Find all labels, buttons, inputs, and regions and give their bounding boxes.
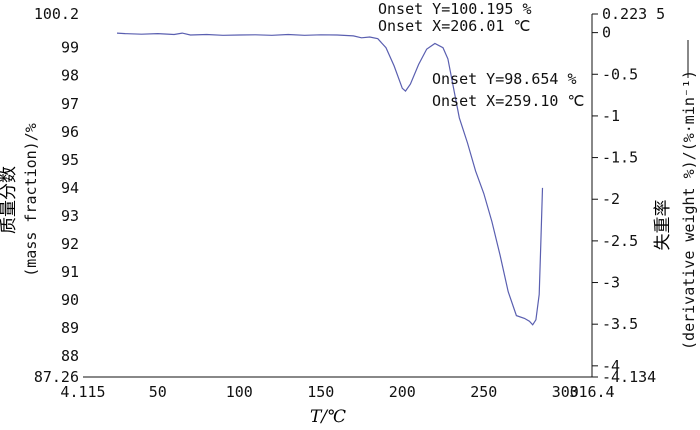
y-left-tick-label: 100.2: [34, 5, 79, 23]
axes: [83, 14, 593, 378]
y-right-tick-label: -3: [602, 274, 620, 292]
y-right-tick-label: -3.5: [602, 315, 638, 333]
annotation-1-line1: Onset Y=100.195 %: [378, 0, 532, 18]
y-right-axis-sublabel: (derivative weight %)/(%·min⁻¹): [680, 70, 698, 350]
annotation-2-line1: Onset Y=98.654 %: [432, 70, 577, 88]
y-left-tick-label: 94: [61, 179, 79, 197]
y-left-tick-label: 93: [61, 207, 79, 225]
y-left-axis-label: 质量分数: [0, 166, 19, 234]
x-tick-label: 200: [389, 383, 416, 401]
x-tick-label: 150: [307, 383, 334, 401]
y-left-tick-label: 91: [61, 263, 79, 281]
y-left-tick-label: 97: [61, 95, 79, 113]
y-left-tick-label: 88: [61, 347, 79, 365]
y-right-tick-label: -0.5: [602, 65, 638, 83]
y-right-tick-label: -1.5: [602, 149, 638, 167]
y-right-tick-label: -4: [602, 357, 620, 375]
y-right-tick-label: -2.5: [602, 232, 638, 250]
y-left-tick-label: 90: [61, 291, 79, 309]
y-right-tick-label: -4.134: [602, 368, 656, 386]
annotation-1-line2: Onset X=206.01 ℃: [378, 17, 530, 35]
y-left-tick-label: 96: [61, 123, 79, 141]
annotation-2-line2: Onset X=259.10 ℃: [432, 92, 584, 110]
x-tick-label: 250: [470, 383, 497, 401]
y-left-tick-label: 98: [61, 67, 79, 85]
y-right-tick-labels: 0.223 50 -0.5 -1 -1.5 -2 -2.5 -3 -3.5 -4-4.134: [592, 5, 665, 386]
y-left-axis-sublabel: (mass fraction)/%: [22, 123, 40, 277]
x-tick-label: 100: [226, 383, 253, 401]
y-right-tick-label: -2: [602, 190, 620, 208]
y-left-tick-label: 92: [61, 235, 79, 253]
y-right-tick-label: 0: [602, 24, 611, 42]
x-tick-label: 316.4: [569, 383, 614, 401]
x-tick-label: 300: [552, 383, 579, 401]
y-left-tick-label: 99: [61, 39, 79, 57]
series-line-mass-fraction: [116, 32, 544, 326]
y-left-tick-labels: 100.2 99 98 97 96 95 94 93 92 91 90 89 88 87.26: [34, 5, 79, 386]
y-right-tick-label: -1: [602, 107, 620, 125]
y-right-axis-label: 失重率: [653, 200, 673, 251]
x-tick-label: 50: [149, 383, 167, 401]
y-right-tick-label: 0.223 5: [602, 5, 665, 23]
y-left-tick-label: 89: [61, 319, 79, 337]
y-left-tick-label: 95: [61, 151, 79, 169]
x-tick-label: 4.115: [60, 383, 105, 401]
x-axis-label: T/℃: [310, 407, 346, 427]
y-left-tick-label: 87.26: [34, 368, 79, 386]
